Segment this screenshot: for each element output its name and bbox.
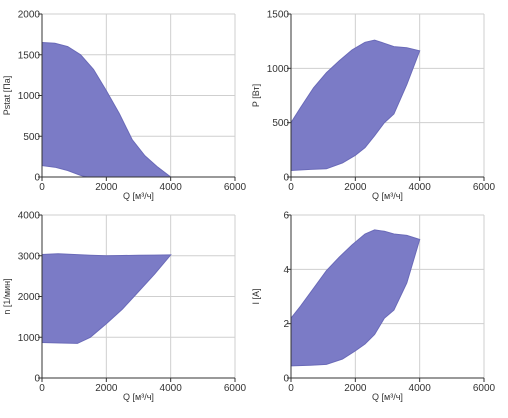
x-axis-label: Q [м³/ч] bbox=[123, 191, 154, 201]
x-tick-label: 2000 bbox=[95, 182, 118, 193]
x-tick-label: 2000 bbox=[95, 383, 118, 394]
x-tick-label: 6000 bbox=[473, 182, 496, 193]
y-tick-label: 1000 bbox=[267, 64, 290, 75]
y-tick-label: 3000 bbox=[18, 251, 41, 262]
y-tick-label: 6 bbox=[283, 211, 289, 222]
x-tick-label: 0 bbox=[288, 182, 294, 193]
x-tick-label: 6000 bbox=[224, 383, 247, 394]
y-tick-label: 500 bbox=[23, 132, 40, 143]
y-axis-label: P [Вт] bbox=[251, 84, 261, 107]
chart-3: 0 2000 4000 6000 0 1000 2000 3000 4000 Q [м³/ч] n … bbox=[2, 211, 247, 403]
y-tick-label: 0 bbox=[283, 173, 289, 184]
x-axis-label: Q [м³/ч] bbox=[123, 392, 154, 402]
y-tick-label: 4 bbox=[283, 265, 289, 276]
y-tick-label: 1500 bbox=[18, 50, 41, 61]
y-tick-label: 0 bbox=[34, 374, 40, 385]
y-axis-label: n [1/мин] bbox=[2, 278, 12, 314]
y-axis-label: I [A] bbox=[251, 288, 261, 304]
y-tick-label: 4000 bbox=[18, 211, 41, 222]
x-tick-label: 6000 bbox=[473, 383, 496, 394]
y-tick-label: 2000 bbox=[18, 292, 41, 303]
x-axis-label: Q [м³/ч] bbox=[372, 392, 403, 402]
y-tick-label: 1000 bbox=[18, 333, 41, 344]
x-tick-label: 4000 bbox=[409, 383, 432, 394]
x-tick-label: 4000 bbox=[409, 182, 432, 193]
x-axis-label: Q [м³/ч] bbox=[372, 191, 403, 201]
x-tick-label: 0 bbox=[288, 383, 294, 394]
operating-region bbox=[41, 41, 173, 178]
operating-region bbox=[290, 39, 421, 172]
operating-region bbox=[41, 253, 172, 344]
y-tick-label: 1500 bbox=[267, 10, 290, 21]
y-tick-label: 1000 bbox=[18, 91, 41, 102]
x-tick-label: 6000 bbox=[224, 182, 247, 193]
x-tick-label: 2000 bbox=[344, 182, 367, 193]
y-tick-label: 0 bbox=[34, 173, 40, 184]
y-tick-label: 2 bbox=[283, 319, 289, 330]
chart-4: 0 2000 4000 6000 0 2 4 6 Q [м³/ч] I [A] bbox=[251, 211, 496, 403]
x-tick-label: 2000 bbox=[344, 383, 367, 394]
chart-1: 0 2000 4000 6000 0 500 1000 1500 2000 Q [м³/ч] Pst… bbox=[2, 10, 247, 202]
x-tick-label: 0 bbox=[39, 383, 45, 394]
x-tick-label: 4000 bbox=[160, 383, 183, 394]
y-tick-label: 0 bbox=[283, 374, 289, 385]
chart-2: 0 2000 4000 6000 0 500 1000 1500 Q [м³/ч] P [Вт] bbox=[251, 10, 496, 202]
y-tick-label: 2000 bbox=[18, 10, 41, 21]
y-tick-label: 500 bbox=[272, 118, 289, 129]
y-axis-label: Pstat [Па] bbox=[2, 76, 12, 116]
x-tick-label: 0 bbox=[39, 182, 45, 193]
x-tick-label: 4000 bbox=[160, 182, 183, 193]
operating-region bbox=[290, 229, 421, 367]
